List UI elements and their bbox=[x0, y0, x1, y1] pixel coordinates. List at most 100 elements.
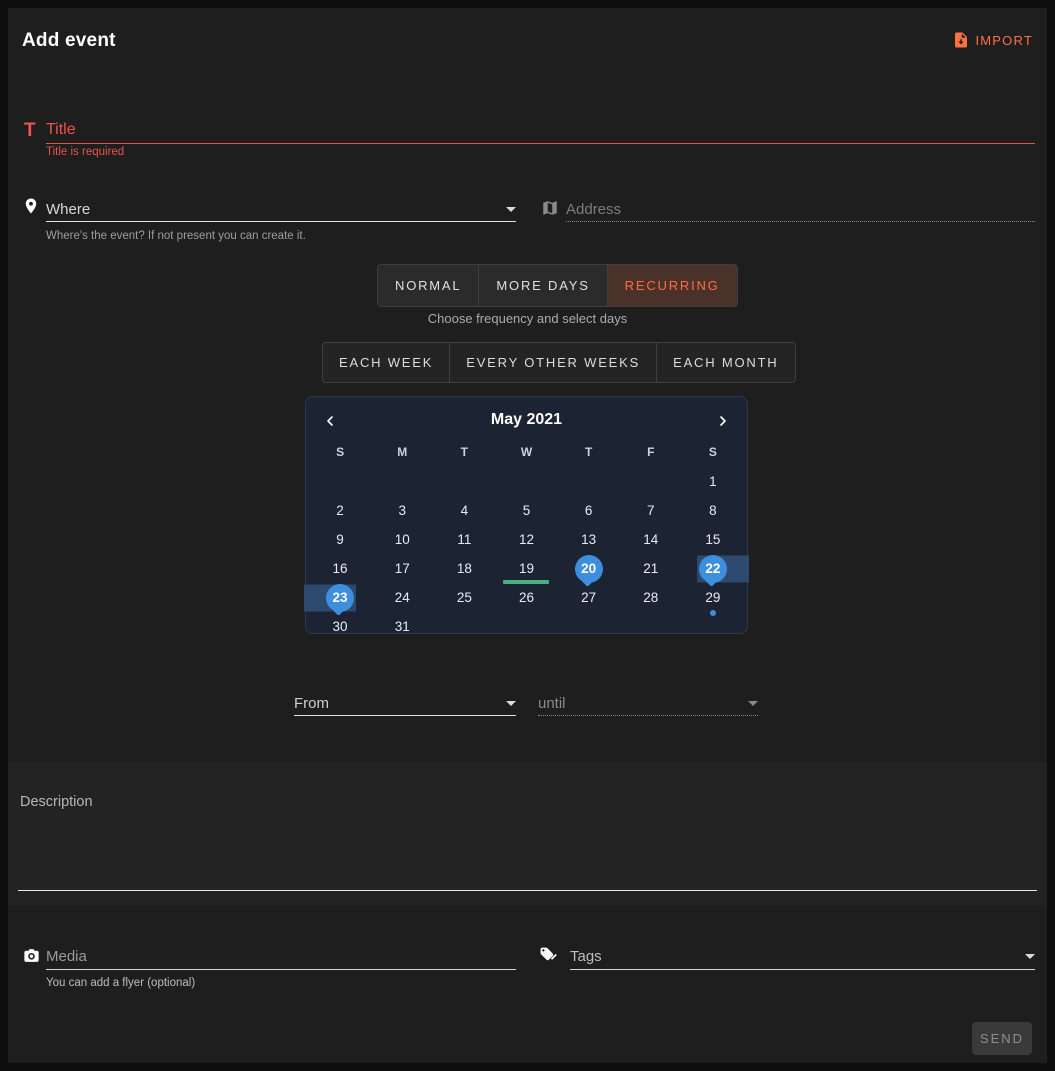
day-number: 31 bbox=[394, 619, 410, 634]
day-number: 7 bbox=[647, 503, 655, 518]
calendar-day-22[interactable]: 22 bbox=[682, 554, 749, 583]
calendar-day-26[interactable]: 26 bbox=[495, 583, 557, 612]
day-number: 23 bbox=[326, 583, 355, 612]
day-number: 11 bbox=[457, 532, 472, 547]
every-other-weeks-button[interactable]: EVERY OTHER WEEKS bbox=[449, 343, 657, 382]
tags-select[interactable]: Tags bbox=[570, 944, 1035, 970]
day-number: 5 bbox=[522, 503, 531, 518]
previous-month-button[interactable] bbox=[318, 409, 342, 433]
weekday-header: T bbox=[584, 445, 593, 459]
from-time-select[interactable]: From bbox=[294, 692, 516, 716]
where-helper-text: Where's the event? If not present you ca… bbox=[46, 230, 306, 242]
day-number: 15 bbox=[705, 532, 721, 547]
calendar-day-5[interactable]: 5 bbox=[495, 496, 557, 525]
calendar-day-24[interactable]: 24 bbox=[371, 583, 433, 612]
day-number: 19 bbox=[518, 561, 534, 576]
day-number: 24 bbox=[394, 590, 410, 605]
map-icon bbox=[541, 199, 559, 222]
chevron-down-icon bbox=[506, 701, 516, 706]
calendar-day-9[interactable]: 9 bbox=[309, 525, 371, 554]
day-number: 3 bbox=[398, 503, 406, 518]
calendar-day-31[interactable]: 31 bbox=[371, 612, 433, 641]
weekday-header: T bbox=[460, 445, 469, 459]
tags-label: Tags bbox=[570, 948, 602, 965]
weekday-header: W bbox=[520, 445, 533, 459]
day-number: 9 bbox=[336, 532, 344, 547]
where-label: Where bbox=[46, 201, 91, 218]
day-number: 21 bbox=[643, 561, 659, 576]
day-number: 14 bbox=[643, 532, 659, 547]
from-label: From bbox=[294, 695, 329, 712]
calendar-empty-cell bbox=[558, 467, 620, 496]
calendar-day-25[interactable]: 25 bbox=[433, 583, 495, 612]
file-import-icon bbox=[952, 31, 970, 49]
day-number: 4 bbox=[460, 503, 469, 518]
day-number: 22 bbox=[698, 554, 727, 583]
title-error-message: Title is required bbox=[46, 146, 125, 158]
chevron-down-icon bbox=[748, 701, 758, 706]
add-event-dialog: Add event IMPORT T Title is required Whe… bbox=[8, 8, 1047, 1063]
calendar-day-6[interactable]: 6 bbox=[558, 496, 620, 525]
calendar-day-28[interactable]: 28 bbox=[620, 583, 682, 612]
description-section: Description bbox=[8, 762, 1047, 905]
day-number: 8 bbox=[709, 503, 717, 518]
calendar-day-17[interactable]: 17 bbox=[371, 554, 433, 583]
calendar-empty-cell bbox=[433, 467, 495, 496]
calendar-day-13[interactable]: 13 bbox=[558, 525, 620, 554]
calendar-day-10[interactable]: 10 bbox=[371, 525, 433, 554]
calendar-day-15[interactable]: 15 bbox=[682, 525, 744, 554]
description-textarea[interactable] bbox=[18, 782, 1037, 891]
day-number: 26 bbox=[518, 590, 534, 605]
calendar-day-16[interactable]: 16 bbox=[309, 554, 371, 583]
location-pin-icon bbox=[22, 197, 40, 220]
media-field bbox=[46, 944, 516, 970]
chevron-down-icon bbox=[506, 207, 516, 212]
address-placeholder: Address bbox=[566, 201, 622, 218]
day-number: 6 bbox=[584, 503, 593, 518]
tab-recurring[interactable]: RECURRING bbox=[606, 265, 737, 306]
day-number: 10 bbox=[394, 532, 410, 547]
each-month-button[interactable]: EACH MONTH bbox=[656, 343, 795, 382]
weekday-header: S bbox=[708, 445, 717, 459]
tab-normal[interactable]: NORMAL bbox=[378, 265, 479, 306]
next-month-button[interactable] bbox=[711, 409, 735, 433]
calendar-day-7[interactable]: 7 bbox=[620, 496, 682, 525]
chevron-down-icon bbox=[1025, 954, 1035, 959]
send-button[interactable]: SEND bbox=[972, 1022, 1032, 1055]
each-week-button[interactable]: EACH WEEK bbox=[323, 343, 450, 382]
calendar-day-2[interactable]: 2 bbox=[309, 496, 371, 525]
calendar-empty-cell bbox=[682, 612, 744, 641]
calendar-month-label: May 2021 bbox=[490, 411, 563, 428]
tab-more-days[interactable]: MORE DAYS bbox=[478, 265, 607, 306]
day-number: 12 bbox=[518, 532, 534, 547]
calendar-empty-cell bbox=[558, 612, 620, 641]
calendar-day-30[interactable]: 30 bbox=[309, 612, 371, 641]
calendar-day-20[interactable]: 20 bbox=[558, 554, 620, 583]
event-dot-indicator bbox=[709, 610, 716, 616]
calendar-empty-cell bbox=[495, 612, 557, 641]
calendar-day-27[interactable]: 27 bbox=[558, 583, 620, 612]
calendar-day-12[interactable]: 12 bbox=[495, 525, 557, 554]
title-input[interactable] bbox=[46, 116, 1035, 144]
media-input[interactable] bbox=[46, 948, 516, 965]
calendar-day-1[interactable]: 1 bbox=[682, 467, 744, 496]
day-number: 13 bbox=[581, 532, 597, 547]
frequency-helper-text: Choose frequency and select days bbox=[427, 311, 628, 326]
calendar-day-23[interactable]: 23 bbox=[304, 583, 371, 612]
calendar-day-21[interactable]: 21 bbox=[620, 554, 682, 583]
calendar-day-19[interactable]: 19 bbox=[495, 554, 557, 584]
calendar-day-4[interactable]: 4 bbox=[433, 496, 495, 525]
calendar-day-11[interactable]: 11 bbox=[433, 525, 495, 554]
calendar-day-14[interactable]: 14 bbox=[620, 525, 682, 554]
description-label: Description bbox=[20, 794, 93, 810]
chevron-left-icon bbox=[322, 413, 338, 429]
calendar-day-3[interactable]: 3 bbox=[371, 496, 433, 525]
calendar-day-8[interactable]: 8 bbox=[682, 496, 744, 525]
where-select[interactable]: Where bbox=[46, 198, 516, 222]
calendar-day-29[interactable]: 29 bbox=[682, 583, 744, 616]
import-button[interactable]: IMPORT bbox=[952, 31, 1033, 49]
calendar-day-18[interactable]: 18 bbox=[433, 554, 495, 583]
media-helper-text: You can add a flyer (optional) bbox=[46, 977, 196, 989]
